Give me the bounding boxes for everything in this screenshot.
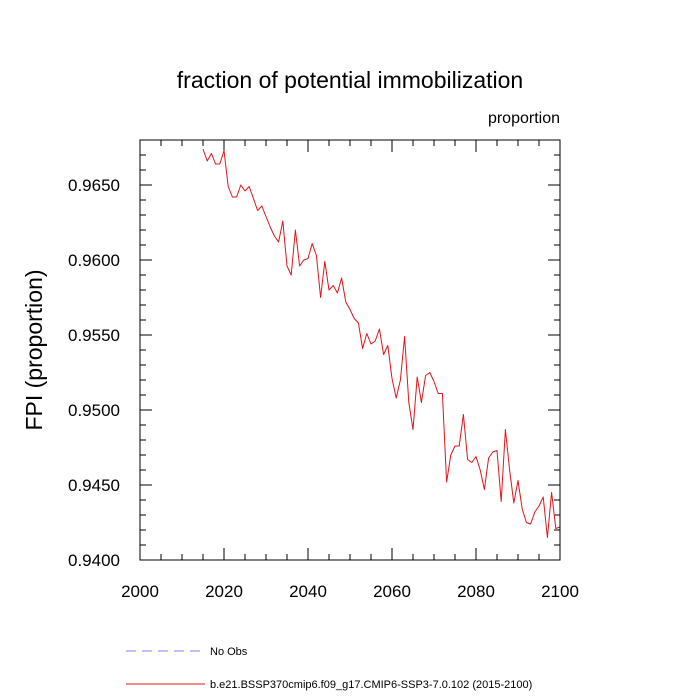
y-tick-label: 0.9500: [68, 401, 120, 420]
x-tick-label: 2020: [205, 582, 243, 601]
y-tick-label: 0.9600: [68, 251, 120, 270]
legend-label: b.e21.BSSP370cmip6.f09_g17.CMIP6-SSP3-7.…: [210, 679, 532, 691]
x-tick-label: 2060: [373, 582, 411, 601]
plot-frame: [139, 139, 561, 561]
units-label: proportion: [488, 110, 560, 127]
y-tick-label: 0.9450: [68, 476, 120, 495]
chart-title: fraction of potential immobilization: [177, 67, 523, 93]
x-tick-label: 2000: [121, 582, 159, 601]
y-tick-label: 0.9650: [68, 176, 120, 195]
y-axis-label: FPI (proportion): [21, 269, 47, 430]
series-line: [202, 148, 561, 538]
legend-label: No Obs: [210, 646, 248, 658]
y-tick-label: 0.9400: [68, 551, 120, 570]
x-tick-label: 2100: [541, 582, 579, 601]
series-group: [202, 148, 561, 538]
x-tick-label: 2040: [289, 582, 327, 601]
x-ticks-group: 2000 2020 2040 2060 2080 2100: [121, 140, 579, 601]
legend: No Obs b.e21.BSSP370cmip6.f09_g17.CMIP6-S…: [126, 646, 532, 691]
x-tick-label: 2080: [457, 582, 495, 601]
y-tick-label: 0.9550: [68, 326, 120, 345]
y-ticks-group: 0.9400 0.9450 0.9500 0.9550 0.9600 0.9650: [68, 139, 560, 570]
